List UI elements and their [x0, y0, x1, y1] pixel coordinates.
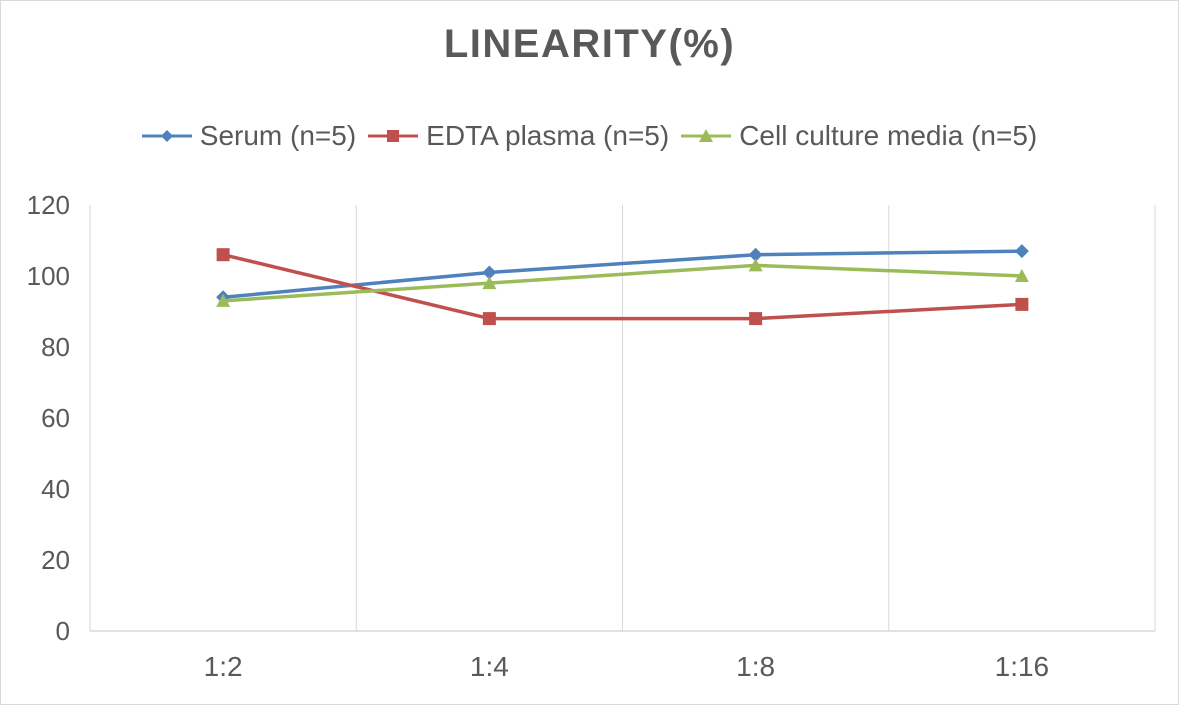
x-tick-label-1-4: 1:4 [470, 651, 509, 682]
data-point-edta-plasma-2 [749, 312, 763, 326]
legend-marker-edta-plasma [368, 130, 419, 142]
series-line-edta-plasma [222, 252, 1022, 321]
legend-marker-cell-culture-media [681, 129, 732, 142]
y-tick-label-0: 0 [56, 616, 70, 646]
legend-item-edta-plasma: EDTA plasma (n=5) [368, 120, 669, 152]
data-point-cell-culture-media-1 [482, 276, 497, 290]
x-tick-label-1-16: 1:16 [995, 651, 1050, 682]
legend-label-edta-plasma: EDTA plasma (n=5) [426, 120, 670, 151]
x-tick-label-1-8: 1:8 [736, 651, 775, 682]
data-point-edta-plasma-3 [1015, 297, 1029, 311]
data-point-serum-3 [1014, 244, 1029, 259]
chart-title: LINEARITY(%) [443, 22, 736, 66]
data-point-cell-culture-media-3 [1014, 269, 1029, 282]
data-point-edta-plasma-0 [216, 248, 230, 262]
legend-marker-serum [141, 130, 192, 142]
y-tick-label-20: 20 [41, 545, 70, 575]
legend-item-serum: Serum (n=5) [141, 120, 357, 152]
data-point-cell-culture-media-2 [748, 258, 763, 272]
y-tick-label-40: 40 [41, 474, 70, 504]
legend-label-serum: Serum (n=5) [199, 120, 357, 151]
data-point-edta-plasma-1 [482, 312, 496, 326]
data-point-serum-1 [482, 265, 497, 280]
data-point-serum-2 [748, 247, 763, 262]
y-tick-label-120: 120 [27, 190, 70, 220]
x-tick-label-1-2: 1:2 [204, 651, 243, 682]
series-line-cell-culture-media [223, 263, 1022, 303]
chart-legend: Serum (n=5) EDTA plasma (n=5) Cell cultu… [0, 120, 1179, 152]
y-tick-label-60: 60 [41, 403, 70, 433]
data-point-cell-culture-media-0 [216, 293, 231, 307]
y-tick-label-80: 80 [41, 332, 70, 362]
y-tick-label-100: 100 [27, 261, 70, 291]
legend-label-cell-culture-media: Cell culture media (n=5) [739, 120, 1038, 151]
legend-item-cell-culture-media: Cell culture media (n=5) [681, 120, 1037, 152]
